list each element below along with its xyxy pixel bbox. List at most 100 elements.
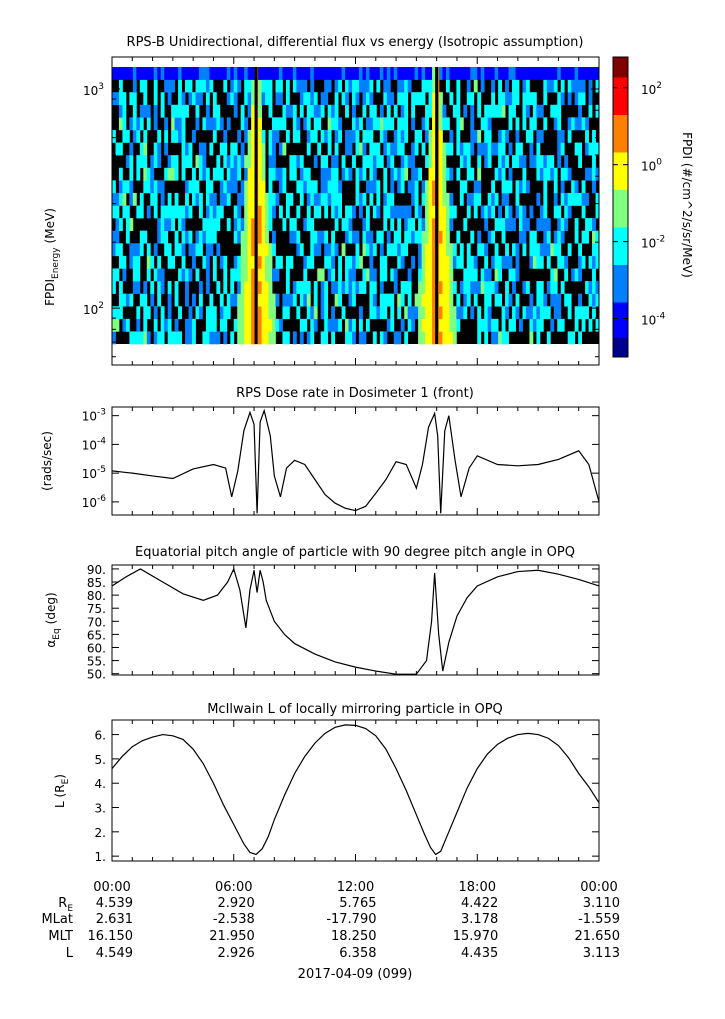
spectrogram-cell xyxy=(459,155,464,169)
spectrogram-cell xyxy=(313,92,318,106)
spectrogram-cell xyxy=(470,67,475,80)
spectrogram-cell xyxy=(303,293,308,307)
spectrogram-cell xyxy=(153,79,158,93)
spectrogram-cell xyxy=(438,129,443,143)
spectrogram-cell xyxy=(369,255,374,269)
spectrogram-cell xyxy=(491,318,496,332)
spectrogram-cell xyxy=(536,218,541,231)
spectrogram-cell xyxy=(146,205,151,219)
spectrogram-cell xyxy=(195,104,200,118)
spectrogram-cell xyxy=(223,142,228,156)
spectrogram-cell xyxy=(578,293,583,307)
spectrogram-cell xyxy=(532,318,537,332)
spectrogram-cell xyxy=(146,117,151,131)
spectrogram-cell xyxy=(421,218,426,231)
colorbar-segment xyxy=(613,282,628,285)
spectrogram-cell xyxy=(543,192,548,206)
spectrogram-cell xyxy=(372,167,377,181)
spectrogram-cell xyxy=(432,117,436,131)
spectrogram-cell xyxy=(331,306,336,320)
spectrogram-cell xyxy=(425,180,429,194)
spectrogram-cell xyxy=(592,129,596,143)
spectrogram-cell xyxy=(334,318,339,332)
spectrogram-cell xyxy=(536,192,541,206)
spectrogram-cell xyxy=(376,306,381,320)
spectrogram-cell xyxy=(118,67,123,80)
spectrogram-cell xyxy=(438,268,443,282)
spectrogram-cell xyxy=(174,104,179,118)
spectrogram-cell xyxy=(400,318,405,332)
spectrogram-cell xyxy=(543,117,548,131)
spectrogram-cell xyxy=(202,255,207,269)
spectrogram-cell xyxy=(233,205,238,219)
spectrogram-cell xyxy=(310,104,315,118)
spectrogram-cell xyxy=(501,331,506,345)
spectrogram-cell xyxy=(129,67,134,80)
spectrogram-cell xyxy=(404,155,409,169)
spectrogram-cell xyxy=(164,167,169,181)
spectrogram-cell xyxy=(306,205,311,219)
colorbar-segment xyxy=(613,274,628,278)
spectrogram-cell xyxy=(244,79,249,93)
spectrogram-cell xyxy=(376,230,381,244)
spectrogram-cell xyxy=(181,205,186,219)
spectrogram-cell xyxy=(529,243,534,257)
spectrogram-cell xyxy=(306,92,311,106)
spectrogram-cell xyxy=(320,230,325,244)
spectrogram-cell xyxy=(118,306,123,320)
spectrogram-cell xyxy=(143,79,148,93)
spectrogram-cell xyxy=(550,167,555,181)
spectrogram-cell xyxy=(383,117,388,131)
spectrogram-cell xyxy=(192,255,196,269)
spectrogram-cell xyxy=(150,192,155,206)
spectrogram-cell xyxy=(320,155,325,169)
spectrogram-cell xyxy=(376,180,381,194)
spectrogram-cell xyxy=(219,180,224,194)
spectrogram-cell xyxy=(539,67,544,80)
spectrogram-cell xyxy=(411,104,416,118)
spectrogram-cell xyxy=(529,331,534,345)
spectrogram-cell xyxy=(588,281,593,294)
colorbar-segment xyxy=(613,287,628,290)
colorbar-segment xyxy=(613,232,628,235)
spectrogram-cell xyxy=(477,281,482,294)
spectrogram-cell xyxy=(258,79,262,93)
colorbar-segment xyxy=(613,179,628,183)
spectrogram-cell xyxy=(578,306,583,320)
spectrogram-cell xyxy=(261,331,266,345)
spectrogram-cell xyxy=(421,180,426,194)
spectrogram-cell xyxy=(386,230,391,244)
spectrogram-cell xyxy=(400,281,405,294)
spectrogram-cell xyxy=(258,192,262,206)
spectrogram-cell xyxy=(522,306,527,320)
time-tick-label: 12:00 xyxy=(337,880,374,895)
spectrogram-cell xyxy=(160,306,165,320)
colorbar-segment xyxy=(613,209,628,213)
colorbar-segment xyxy=(613,117,628,120)
spectrogram-cell xyxy=(550,293,555,307)
spectrogram-cell xyxy=(223,281,228,294)
spectrogram-cell xyxy=(407,293,412,307)
colorbar-segment xyxy=(613,259,628,263)
spectrogram-cell xyxy=(205,331,210,345)
spectrogram-cell xyxy=(198,67,203,80)
spectrogram-cell xyxy=(209,205,214,219)
spectrogram-cell xyxy=(150,255,155,269)
colorbar-tick-label: 10-2 xyxy=(641,235,665,251)
spectrogram-cell xyxy=(247,142,252,156)
spectrogram-cell xyxy=(362,243,367,257)
spectrogram-cell xyxy=(258,129,262,143)
spectrogram-cell xyxy=(112,268,116,282)
spectrogram-cell xyxy=(164,129,169,143)
ephemeris-value: 2.920 xyxy=(218,896,255,911)
spectrogram-cell xyxy=(153,104,158,118)
spectrogram-cell xyxy=(306,255,311,269)
spectrogram-cell xyxy=(212,331,217,345)
spectrogram-cell xyxy=(365,230,370,244)
spectrogram-cell xyxy=(334,92,339,106)
spectrogram-cell xyxy=(390,205,395,219)
ephemeris-row-label: L xyxy=(66,946,74,961)
spectrogram-cell xyxy=(129,192,134,206)
spectrogram-cell xyxy=(585,281,589,294)
colorbar-segment xyxy=(613,152,628,155)
